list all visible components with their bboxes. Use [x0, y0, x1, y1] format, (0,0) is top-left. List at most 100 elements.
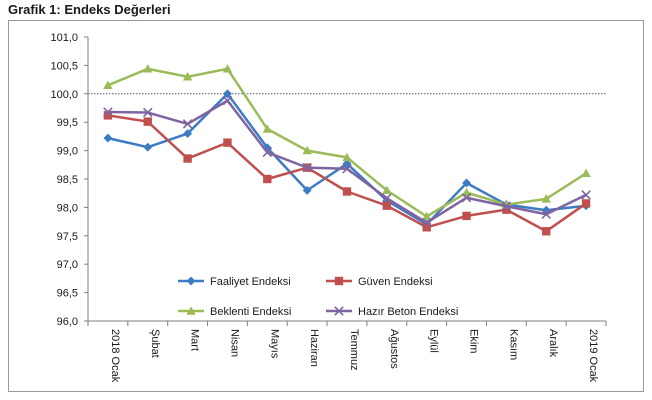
chart-legend: Faaliyet Endeksi Güven Endeksi Beklenti En… — [178, 276, 458, 318]
series-2 — [103, 64, 591, 221]
data-point-diamond — [302, 185, 312, 195]
x-marker-stroke — [421, 217, 432, 228]
y-tick-label: 100,5 — [50, 60, 78, 72]
x-marker-stroke — [103, 107, 113, 117]
series-1 — [103, 111, 591, 236]
data-point-triangle — [541, 194, 551, 203]
series-lines — [103, 64, 591, 236]
data-point-x — [501, 201, 512, 212]
x-marker-stroke — [342, 164, 352, 174]
y-tick-label: 97,0 — [57, 259, 78, 271]
chart-title: Grafik 1: Endeks Değerleri — [8, 2, 171, 17]
x-tick-label: 2018 Ocak — [109, 329, 121, 383]
data-point-diamond — [183, 129, 193, 139]
data-point-triangle — [222, 64, 233, 73]
data-point-triangle — [143, 64, 153, 73]
x-tick-label: 2019 Ocak — [587, 329, 599, 383]
x-tick-label: Haziran — [308, 329, 320, 367]
x-tick-label: Ağustos — [388, 329, 400, 369]
x-tick-label: Mayıs — [268, 329, 280, 359]
data-point-square — [103, 111, 113, 120]
x-marker-stroke — [581, 190, 591, 200]
data-point-x — [222, 95, 233, 106]
x-tick-label: Eylül — [428, 329, 440, 353]
data-point-square — [183, 154, 192, 163]
data-point-square — [143, 117, 152, 126]
x-marker-stroke — [541, 209, 551, 219]
x-marker-stroke — [501, 201, 512, 212]
data-point-square — [542, 227, 551, 236]
data-point-x — [334, 306, 344, 316]
data-point-x — [382, 193, 392, 204]
data-point-x — [262, 147, 273, 158]
data-point-x — [421, 217, 432, 228]
data-point-diamond — [103, 133, 113, 143]
x-marker-stroke — [334, 306, 344, 316]
data-point-square — [502, 205, 511, 214]
legend-item: Beklenti Endeksi — [178, 306, 291, 318]
y-tick-labels: 96,0 96,5 97,0 97,5 98,0 98,5 99,0 99,5 100,0 100… — [50, 32, 78, 328]
x-tick-labels: 2018 Ocak Şubat Mart Nisan Mayıs Haziran Temmu… — [109, 329, 599, 383]
data-point-x — [342, 164, 352, 174]
data-point-x — [103, 107, 113, 117]
y-tick-label: 98,5 — [57, 174, 78, 186]
data-point-diamond — [461, 178, 472, 188]
data-point-triangle — [186, 306, 196, 315]
legend-label: Güven Endeksi — [358, 276, 433, 288]
data-point-square — [581, 199, 591, 208]
data-point-square — [462, 211, 471, 221]
data-point-square — [382, 201, 392, 210]
x-tick-label: Nisan — [228, 329, 240, 357]
data-point-triangle — [382, 185, 392, 195]
x-tick-label: Aralık — [547, 329, 559, 358]
x-marker-stroke — [143, 107, 153, 118]
y-tick-label: 100,0 — [50, 89, 78, 101]
x-tick-label: Mart — [189, 329, 201, 351]
x-marker-stroke — [302, 162, 312, 173]
y-tick-label: 96,5 — [57, 288, 78, 300]
y-tick-label: 97,5 — [57, 231, 78, 243]
x-marker-stroke — [262, 147, 273, 158]
data-point-triangle — [182, 72, 193, 81]
y-tick-label: 98,0 — [57, 202, 78, 214]
x-marker-stroke — [182, 119, 193, 129]
y-tick-label: 99,0 — [57, 146, 78, 158]
x-marker-stroke — [222, 95, 233, 106]
x-tick-label: Şubat — [149, 329, 161, 358]
data-point-square — [342, 187, 352, 196]
data-point-diamond — [222, 89, 233, 99]
data-point-x — [541, 209, 551, 219]
data-point-diamond — [186, 276, 196, 286]
data-point-triangle — [581, 168, 591, 178]
data-point-x — [461, 192, 472, 203]
y-tick-label: 96,0 — [57, 316, 78, 328]
data-point-triangle — [342, 152, 352, 162]
data-point-square — [334, 276, 344, 286]
data-point-x — [581, 190, 591, 200]
data-point-x — [143, 107, 153, 118]
series-3 — [103, 95, 591, 228]
x-tick-label: Temmuz — [348, 329, 360, 371]
data-point-triangle — [262, 124, 273, 133]
chart-axes — [84, 36, 607, 326]
data-point-x — [302, 162, 312, 173]
y-tick-label: 99,5 — [57, 117, 78, 129]
x-marker-stroke — [461, 192, 472, 203]
x-tick-label: Kasım — [507, 329, 519, 360]
legend-item: Faaliyet Endeksi — [178, 276, 291, 288]
x-tick-label: Ekim — [468, 329, 480, 353]
data-point-triangle — [302, 145, 312, 155]
data-point-triangle — [103, 80, 113, 89]
data-point-triangle — [421, 211, 432, 221]
legend-label: Hazır Beton Endeksi — [358, 306, 458, 318]
chart-frame — [8, 20, 644, 392]
series-line — [107, 114, 587, 233]
data-point-square — [422, 223, 431, 232]
legend-label: Beklenti Endeksi — [210, 306, 291, 318]
data-point-diamond — [143, 142, 153, 152]
legend-item: Hazır Beton Endeksi — [326, 306, 458, 318]
y-tick-label: 101,0 — [50, 32, 78, 44]
legend-label: Faaliyet Endeksi — [210, 276, 291, 288]
data-point-triangle — [461, 187, 472, 197]
